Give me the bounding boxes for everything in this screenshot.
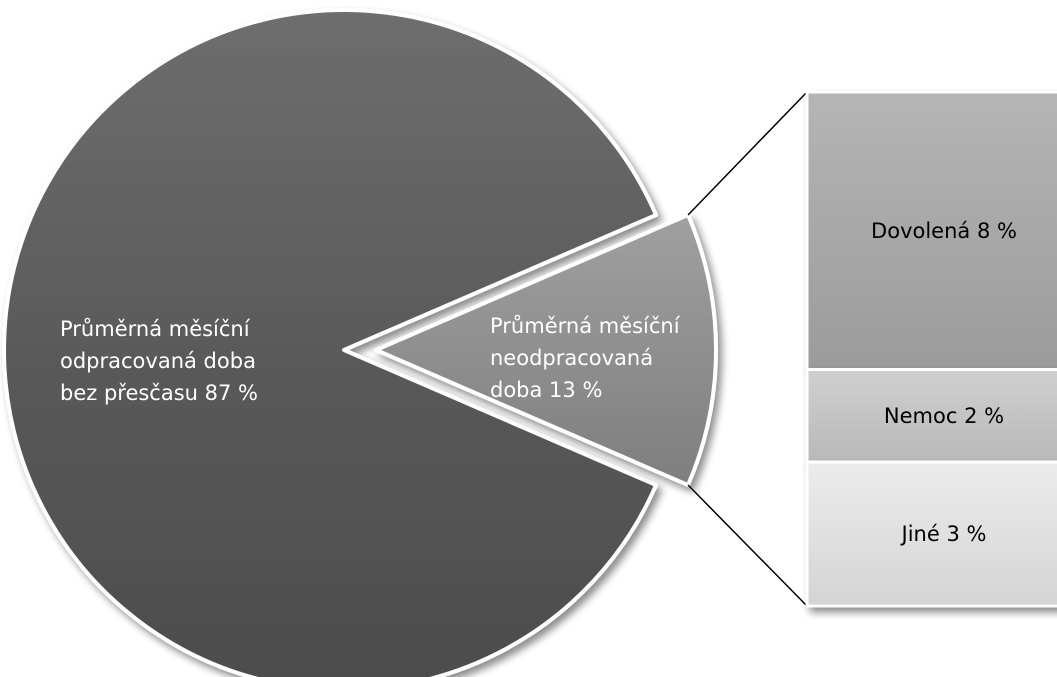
data-label-jine: Jiné 3 %	[900, 522, 987, 546]
bar-segment-nemoc	[805, 368, 1057, 464]
data-label-not-worked-time: Průměrná měsíční neodpracovaná doba 13 %	[490, 314, 681, 402]
breakdown-bar	[805, 90, 1057, 608]
data-label-nemoc: Nemoc 2 %	[884, 404, 1004, 428]
connector-line-top	[687, 91, 808, 216]
bar-segment-dovolena	[805, 90, 1057, 372]
pie	[2, 8, 718, 677]
data-labels: Průměrná měsíční odpracovaná doba bez přes…	[60, 219, 1017, 546]
data-label-worked-time: Průměrná měsíční odpracovaná doba bez přes…	[60, 317, 258, 405]
data-label-dovolena: Dovolená 8 %	[871, 219, 1017, 243]
pie-slice-worked-time	[2, 8, 659, 677]
connector-lines	[687, 91, 808, 607]
connector-line-bottom	[687, 484, 808, 607]
bar-segment-jine	[805, 460, 1057, 608]
pie-slice-not-worked-time	[374, 212, 718, 488]
